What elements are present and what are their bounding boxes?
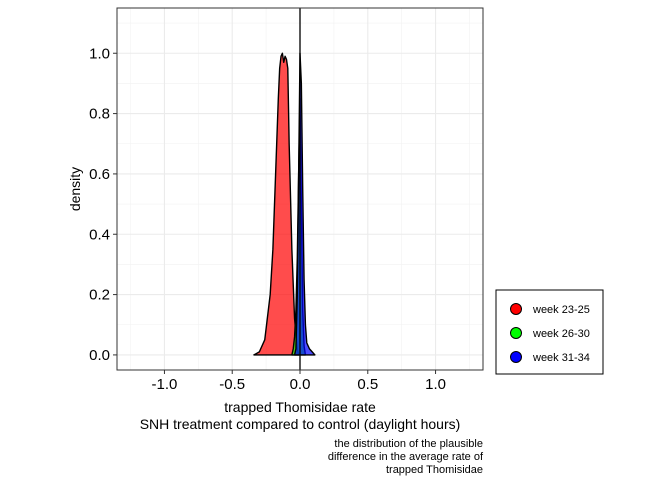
x-tick-label: 0.5: [357, 376, 378, 393]
legend-key-week-23-25: [510, 303, 522, 315]
legend: week 23-25 week 26-30 week 31-34: [495, 289, 604, 375]
y-tick-label: 0.6: [89, 166, 110, 183]
x-tick-label: 0.0: [290, 376, 311, 393]
axis-ticks: -1.0 -0.5 0.0 0.5 1.0 0.0 0.2 0.4 0.6 0.8 1.0: [89, 45, 446, 393]
y-tick-label: 0.2: [89, 287, 110, 304]
legend-label-week-23-25: week 23-25: [532, 304, 590, 316]
y-axis-title: density: [67, 167, 83, 211]
x-axis-title-line2: SNH treatment compared to control (dayli…: [140, 416, 461, 432]
caption-line-2: difference in the average rate of: [328, 451, 484, 463]
legend-label-week-31-34: week 31-34: [532, 352, 590, 364]
x-axis-title: trapped Thomisidae rate: [224, 399, 376, 415]
x-tick-label: -1.0: [152, 376, 178, 393]
y-tick-label: 0.0: [89, 347, 110, 364]
legend-key-week-31-34: [510, 351, 522, 363]
x-tick-label: 1.0: [425, 376, 446, 393]
density-area-week-23-25: [253, 52, 300, 356]
caption-line-1: the distribution of the plausible: [334, 438, 483, 450]
caption-line-3: trapped Thomisidae: [386, 464, 483, 476]
legend-label-week-26-30: week 26-30: [532, 328, 590, 340]
legend-key-week-26-30: [510, 327, 522, 339]
y-tick-label: 0.8: [89, 106, 110, 123]
y-tick-label: 0.4: [89, 226, 110, 243]
x-tick-label: -0.5: [219, 376, 245, 393]
y-tick-label: 1.0: [89, 45, 110, 62]
